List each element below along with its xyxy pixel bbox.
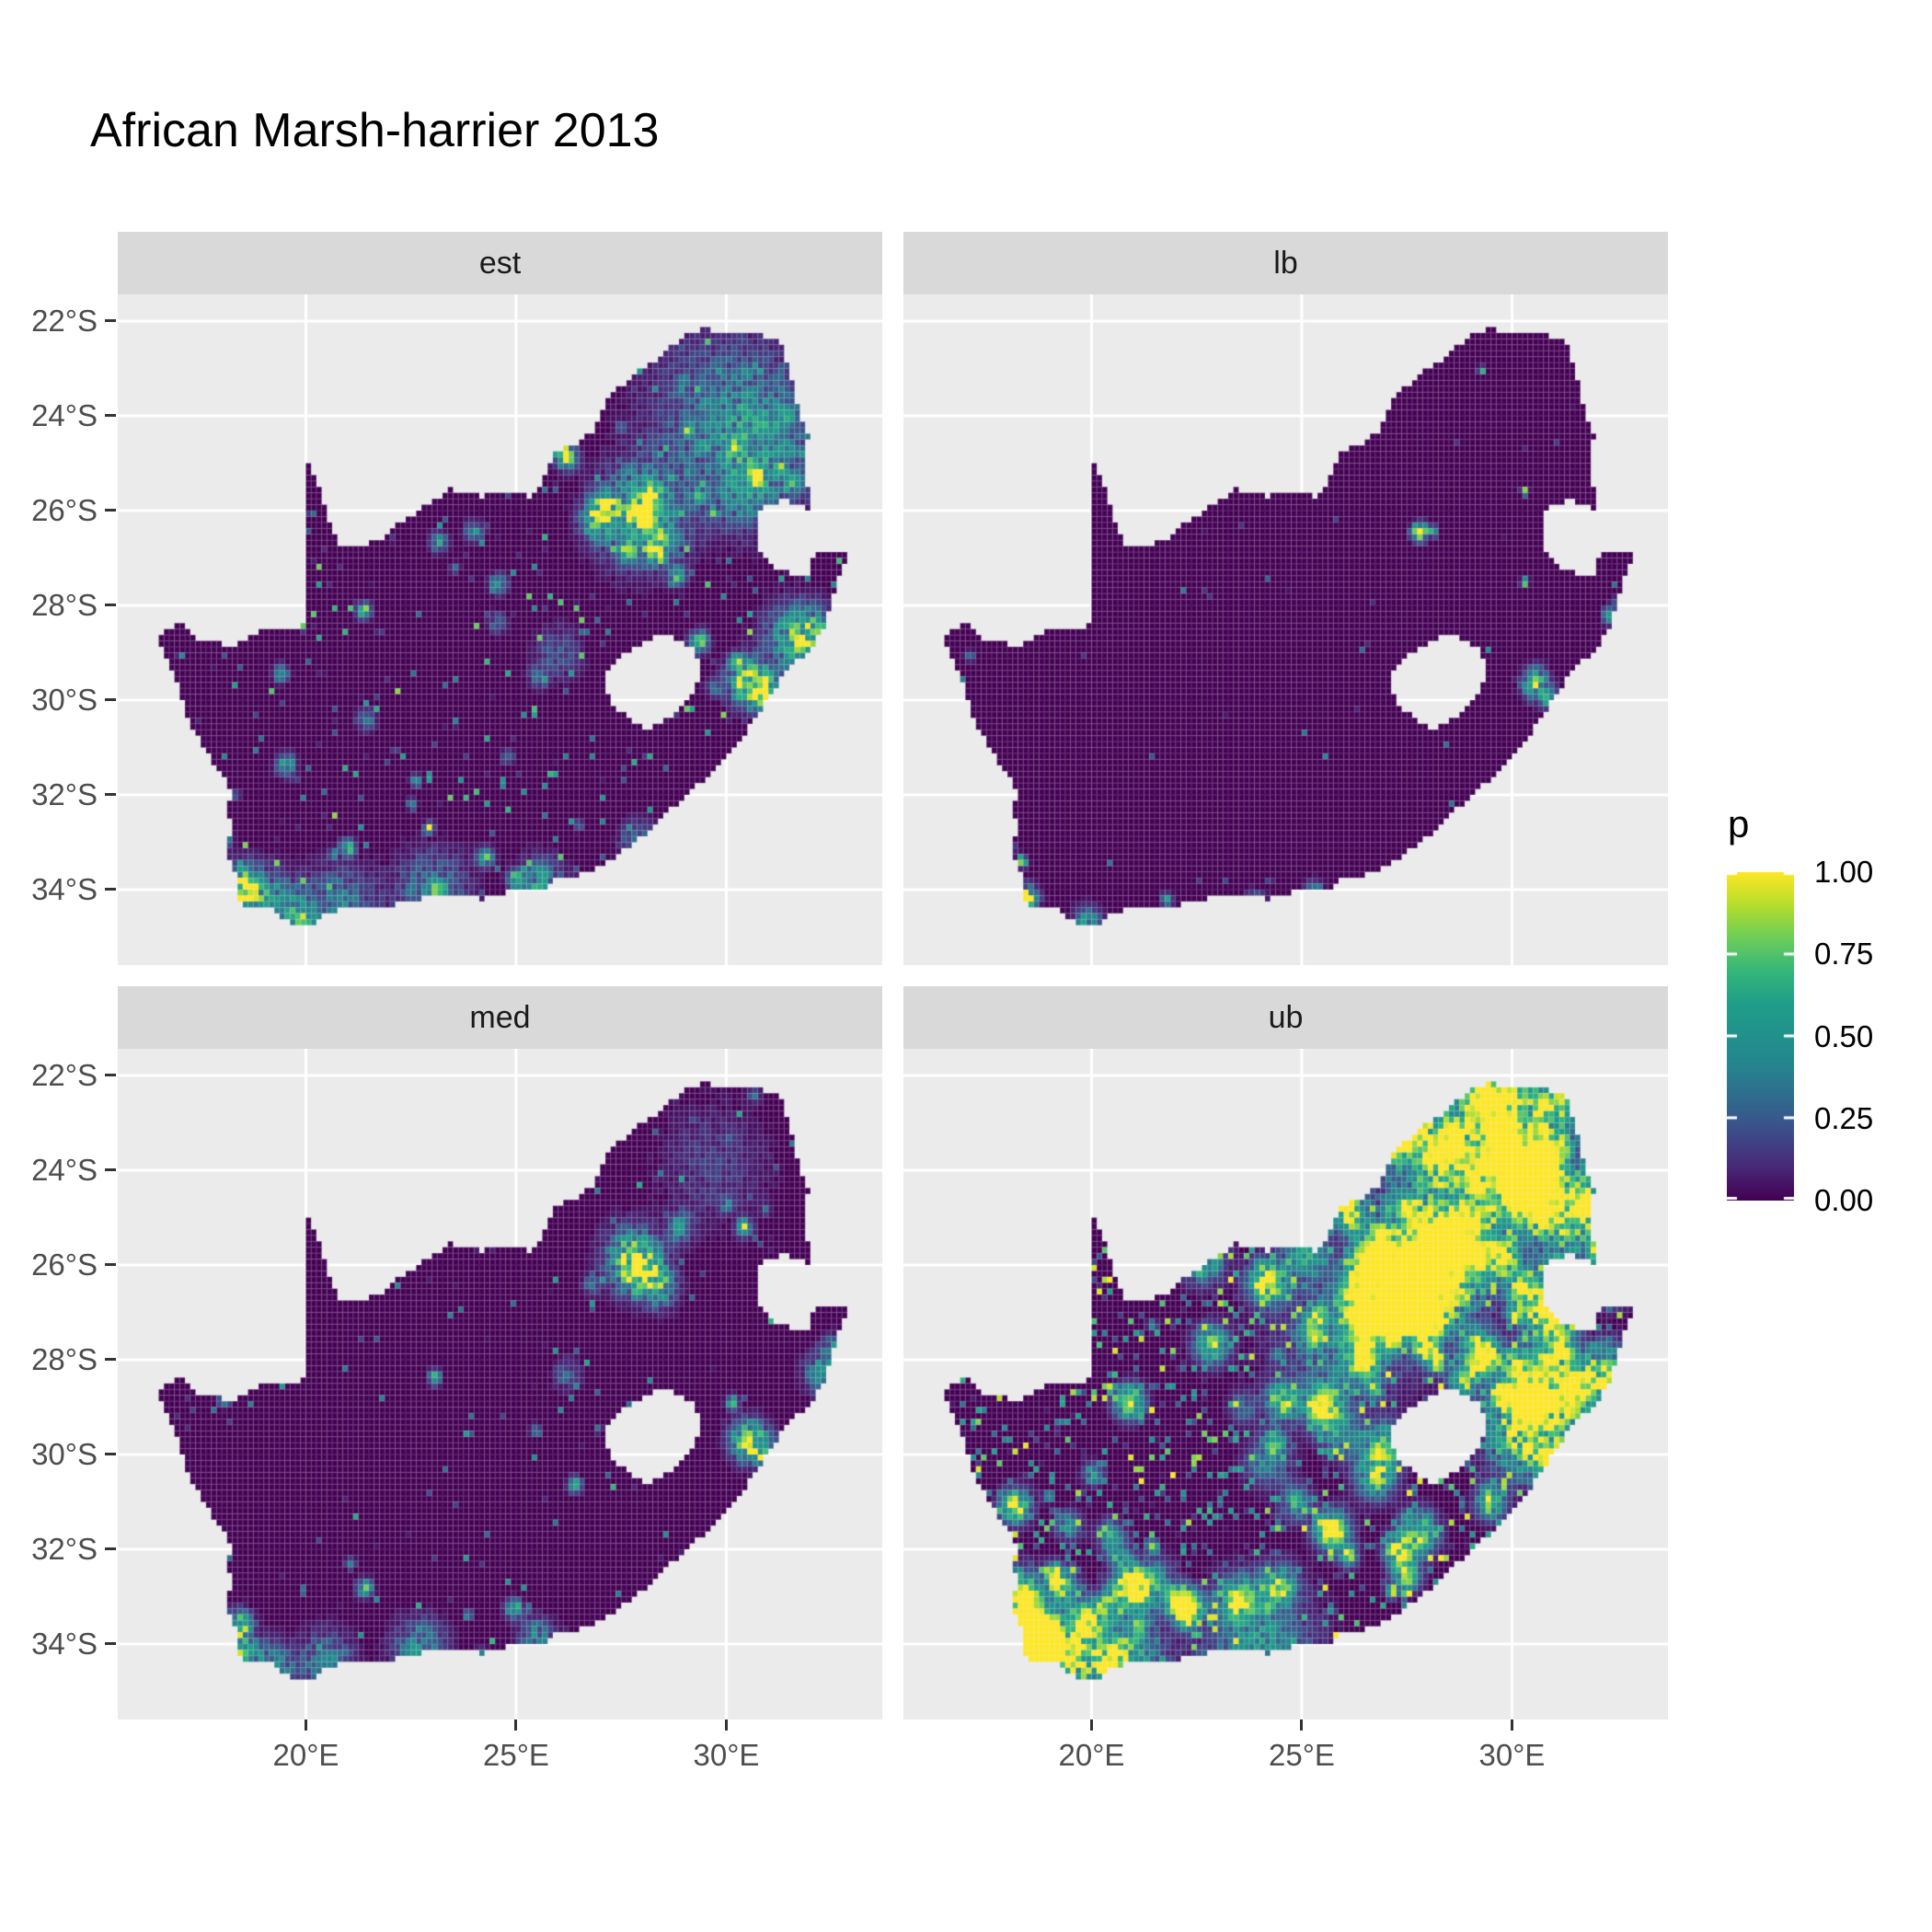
y-axis-label: 24°S [31, 397, 98, 432]
y-tick-mark [105, 1074, 116, 1077]
y-axis-label: 28°S [31, 1341, 98, 1376]
y-axis-label: 22°S [31, 1057, 98, 1092]
facet-strip-label: lb [1273, 245, 1298, 281]
y-axis-label: 26°S [31, 1247, 98, 1282]
facet-map-est [118, 294, 882, 965]
legend-tick-label: 0.00 [1814, 1183, 1874, 1217]
facet-strip-lb: lb [903, 232, 1668, 294]
facet-strip-label: ub [1268, 999, 1304, 1035]
y-tick-mark [105, 509, 116, 512]
y-tick-mark [105, 1453, 116, 1456]
y-axis-label: 28°S [31, 587, 98, 622]
x-axis-label: 20°E [1058, 1738, 1125, 1772]
facet-strip-label: est [478, 245, 522, 281]
x-axis-label: 20°E [272, 1738, 339, 1772]
y-axis-label: 32°S [31, 1531, 98, 1566]
x-axis-label: 25°E [1268, 1738, 1335, 1772]
facet-strip-est: est [118, 232, 882, 294]
facet-map-ub [903, 1049, 1668, 1719]
y-axis-label: 32°S [31, 776, 98, 811]
facet-map-lb [903, 294, 1668, 965]
x-tick-mark [1089, 1719, 1093, 1731]
legend-title: p [1728, 802, 1750, 845]
y-tick-mark [105, 604, 116, 607]
y-tick-mark [105, 698, 116, 702]
y-tick-mark [105, 888, 116, 891]
x-tick-mark [514, 1719, 518, 1731]
x-axis-label: 25°E [482, 1738, 549, 1772]
x-tick-mark [1510, 1719, 1513, 1731]
x-axis-label: 30°E [693, 1738, 760, 1772]
legend-tick-label: 0.50 [1814, 1018, 1874, 1053]
x-axis-label: 30°E [1478, 1738, 1546, 1772]
y-tick-mark [105, 414, 116, 418]
facet-map-med [118, 1049, 882, 1719]
facet-strip-med: med [118, 986, 882, 1049]
y-tick-mark [105, 1547, 116, 1551]
facet-strip-ub: ub [903, 986, 1668, 1049]
legend-tick-label: 0.25 [1814, 1100, 1874, 1135]
x-tick-mark [724, 1719, 728, 1731]
y-tick-mark [105, 1358, 116, 1362]
y-axis-label: 30°S [31, 1436, 98, 1471]
y-tick-mark [105, 1263, 116, 1267]
y-axis-label: 26°S [31, 492, 98, 527]
y-tick-mark [105, 1642, 116, 1646]
y-tick-mark [105, 1168, 116, 1172]
page-title: African Marsh-harrier 2013 [90, 104, 660, 157]
y-axis-label: 34°S [31, 1626, 98, 1661]
x-tick-mark [1300, 1719, 1304, 1731]
facet-strip-label: med [469, 999, 531, 1035]
legend-tick-label: 1.00 [1814, 855, 1874, 889]
y-axis-label: 30°S [31, 682, 98, 717]
legend-colorbar [1727, 872, 1794, 1201]
legend-tick-label: 0.75 [1814, 937, 1874, 972]
y-axis-label: 24°S [31, 1152, 98, 1187]
y-axis-label: 34°S [31, 871, 98, 906]
y-tick-mark [105, 793, 116, 797]
y-axis-label: 22°S [31, 303, 98, 338]
y-tick-mark [105, 319, 116, 323]
x-tick-mark [304, 1719, 307, 1731]
